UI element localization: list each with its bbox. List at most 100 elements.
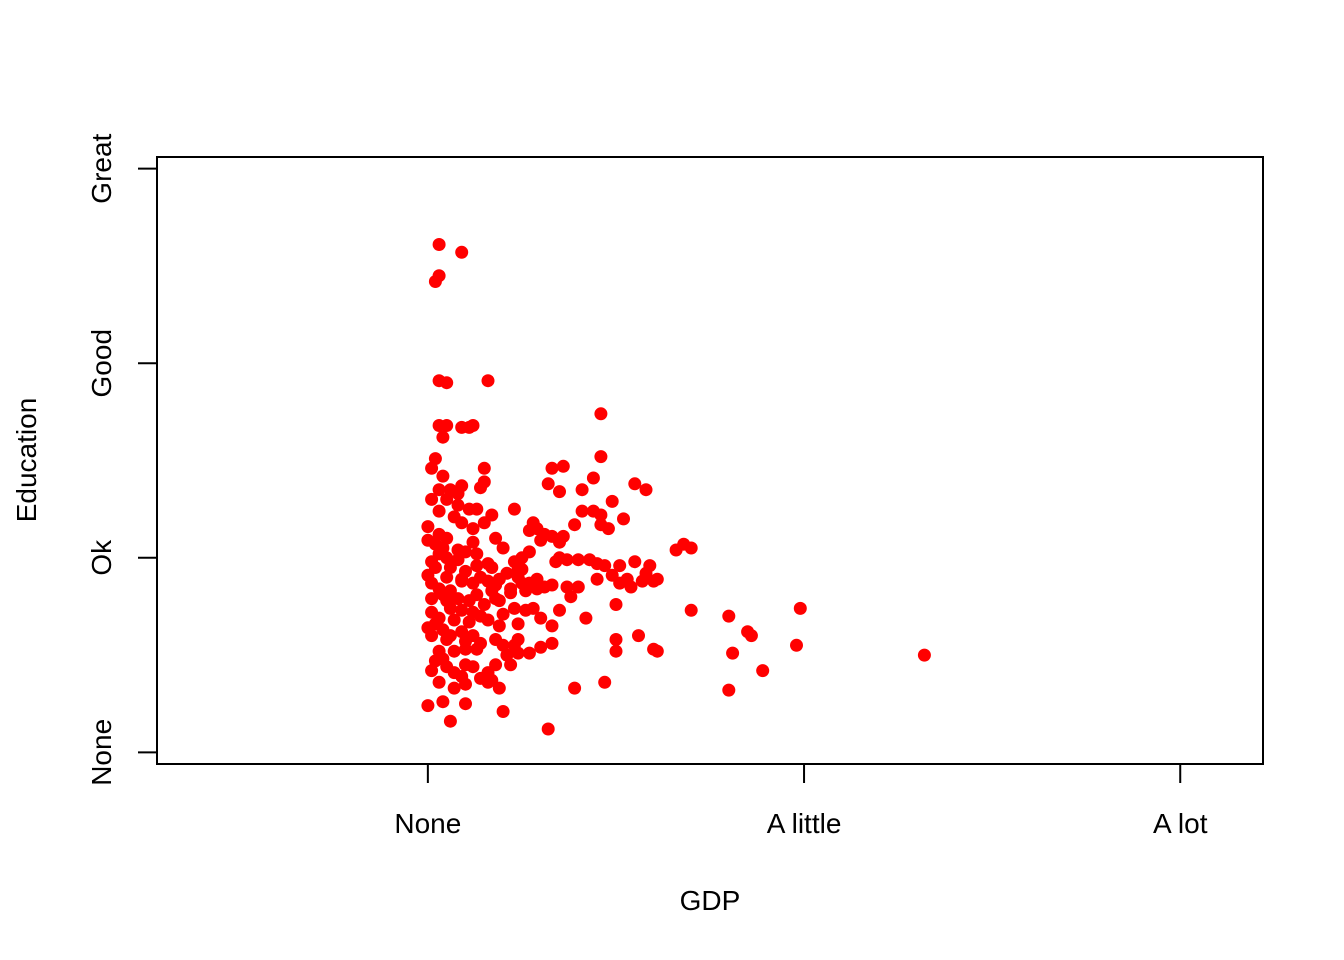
data-point	[643, 559, 657, 573]
data-point	[793, 601, 807, 615]
y-tick-label: Ok	[86, 539, 117, 576]
data-point	[432, 238, 446, 251]
data-point	[440, 570, 454, 584]
y-tick-label: None	[86, 719, 117, 786]
data-point	[598, 675, 612, 689]
x-axis: None A little A lot	[394, 763, 1208, 839]
data-point	[492, 594, 506, 608]
data-point	[425, 492, 439, 506]
data-point	[440, 376, 454, 390]
x-axis-title: GDP	[680, 885, 741, 916]
data-point	[496, 705, 510, 718]
data-point	[917, 648, 931, 662]
data-point	[534, 640, 548, 654]
data-point	[575, 504, 589, 518]
data-point	[571, 580, 585, 594]
data-point	[790, 638, 803, 652]
data-point	[549, 555, 563, 569]
data-point	[421, 699, 435, 713]
data-point	[613, 576, 627, 590]
data-point	[477, 598, 491, 611]
y-axis-title: Education	[11, 398, 42, 523]
data-point	[632, 629, 645, 643]
data-point	[470, 642, 484, 656]
data-point	[455, 245, 469, 259]
data-point	[624, 580, 638, 594]
data-point	[635, 574, 649, 588]
data-point	[470, 547, 484, 561]
data-point	[500, 566, 514, 580]
data-point	[545, 578, 559, 592]
data-point	[492, 619, 506, 633]
data-point	[650, 644, 664, 658]
data-point	[519, 603, 533, 617]
data-point	[594, 450, 608, 464]
data-point	[447, 681, 461, 695]
data-point	[447, 644, 461, 658]
data-point	[519, 584, 533, 598]
data-point	[474, 481, 487, 495]
data-point	[511, 646, 525, 660]
data-point	[605, 494, 619, 508]
data-point	[481, 613, 495, 627]
data-point	[436, 430, 450, 444]
data-point	[590, 572, 604, 586]
data-point	[594, 508, 608, 522]
data-point	[553, 603, 566, 617]
data-point	[553, 535, 566, 549]
data-point	[575, 483, 589, 497]
data-point	[451, 487, 465, 501]
data-point	[496, 638, 510, 652]
data-point	[744, 629, 758, 643]
data-point	[541, 722, 555, 736]
data-point	[560, 553, 574, 567]
data-point	[485, 673, 499, 687]
data-point	[722, 609, 736, 623]
data-point	[534, 533, 548, 547]
data-point	[485, 561, 499, 574]
data-point	[432, 483, 446, 497]
data-point	[462, 615, 476, 629]
data-point	[545, 636, 559, 650]
data-point	[511, 617, 525, 631]
data-point	[428, 275, 442, 288]
data-point	[756, 664, 770, 678]
x-tick-label: A lot	[1153, 808, 1208, 839]
data-point	[504, 586, 518, 600]
data-point	[489, 531, 503, 545]
data-point	[613, 559, 627, 573]
data-point	[477, 516, 491, 530]
y-tick-label: Great	[86, 133, 117, 203]
data-point	[568, 518, 582, 532]
data-point	[553, 485, 566, 499]
data-point	[647, 574, 661, 588]
data-point	[440, 633, 454, 646]
data-point	[459, 677, 472, 691]
data-point	[459, 697, 472, 711]
data-point	[571, 553, 585, 567]
data-point	[534, 611, 548, 625]
x-tick-label: A little	[767, 808, 842, 839]
data-point	[617, 512, 630, 526]
data-point	[455, 516, 469, 530]
data-points	[421, 238, 931, 736]
data-point	[455, 603, 469, 617]
data-point	[436, 695, 450, 709]
data-point	[425, 461, 439, 475]
data-point	[436, 469, 450, 483]
data-point	[639, 483, 653, 497]
data-point	[507, 601, 521, 615]
data-point	[628, 555, 642, 569]
data-point	[455, 574, 469, 588]
data-point	[609, 633, 623, 646]
data-point	[545, 619, 559, 633]
data-point	[564, 590, 578, 604]
data-point	[466, 535, 480, 549]
data-point	[477, 461, 491, 475]
data-point	[726, 646, 740, 660]
data-point	[496, 607, 510, 621]
data-point	[443, 601, 457, 615]
data-point	[609, 644, 623, 658]
data-point	[684, 541, 698, 555]
